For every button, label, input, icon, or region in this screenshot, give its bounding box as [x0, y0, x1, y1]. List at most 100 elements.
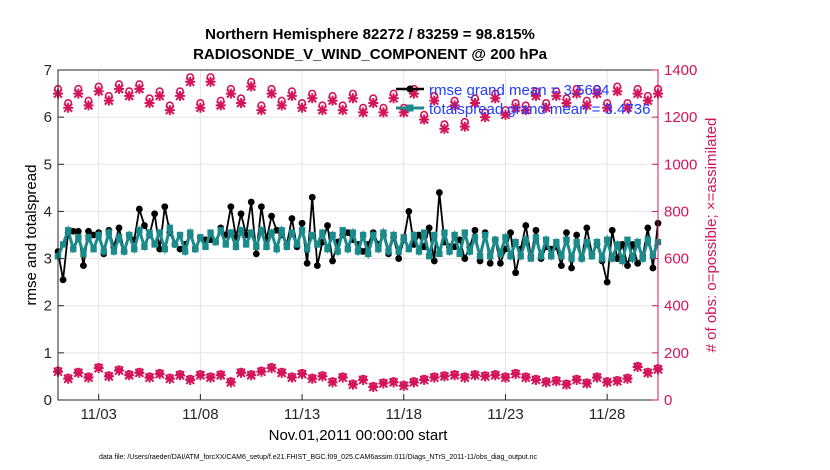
- obs-assimilated-marker: [490, 370, 501, 381]
- obs-assimilated-marker: [164, 105, 175, 116]
- spread-point: [70, 245, 77, 253]
- obs-assimilated-marker: [83, 372, 94, 383]
- spread-point: [634, 238, 641, 246]
- spread-point: [593, 238, 601, 246]
- rmse-point: [308, 193, 316, 201]
- spread-point: [390, 231, 397, 239]
- rmse-point: [644, 224, 652, 232]
- obs-assimilated-marker: [500, 109, 511, 120]
- spread-point: [629, 255, 636, 262]
- obs-assimilated-marker: [215, 370, 226, 381]
- spread-point: [268, 229, 275, 236]
- spread-point: [171, 241, 179, 248]
- rmse-point: [603, 278, 611, 286]
- rmse-point: [252, 250, 260, 258]
- y-left-tick-label: 3: [44, 251, 52, 268]
- obs-assimilated-marker: [480, 371, 491, 382]
- obs-assimilated-marker: [195, 102, 206, 113]
- obs-assimilated-marker: [134, 83, 145, 94]
- spread-point: [492, 236, 499, 243]
- obs-assimilated-marker: [408, 88, 419, 99]
- obs-assimilated-marker: [175, 90, 186, 101]
- obs-assimilated-marker: [83, 100, 94, 111]
- obs-assimilated-marker: [246, 370, 257, 381]
- spread-point: [446, 248, 453, 255]
- rmse-point: [486, 259, 494, 267]
- obs-assimilated-marker: [449, 100, 460, 111]
- rmse-point: [634, 259, 642, 267]
- obs-assimilated-marker: [419, 374, 430, 385]
- spread-point: [405, 245, 413, 253]
- obs-assimilated-marker: [429, 372, 440, 383]
- obs-assimilated-marker: [530, 374, 541, 385]
- spread-point: [410, 231, 418, 239]
- obs-assimilated-marker: [368, 382, 379, 393]
- spread-point: [176, 231, 184, 239]
- spread-point: [232, 243, 240, 250]
- spread-point: [385, 248, 392, 255]
- rmse-point: [80, 262, 87, 270]
- legend: rmse grand mean = 3.5684 totalspread gra…: [396, 82, 650, 118]
- obs-assimilated-marker: [469, 370, 480, 381]
- obs-assimilated-marker: [195, 370, 206, 381]
- obs-assimilated-marker: [388, 377, 399, 388]
- rmse-point: [90, 231, 97, 239]
- spread-point: [476, 253, 484, 260]
- spread-point: [588, 253, 596, 260]
- spread-point: [237, 227, 245, 234]
- obs-assimilated-marker: [510, 102, 521, 113]
- spread-point: [507, 253, 514, 260]
- obs-assimilated-marker: [205, 372, 216, 383]
- rmse-point: [115, 224, 123, 232]
- x-axis-label: Nov.01,2011 00:00:00 start: [269, 427, 449, 444]
- obs-assimilated-marker: [93, 86, 104, 97]
- obs-assimilated-marker: [388, 93, 399, 104]
- spread-point: [283, 243, 291, 250]
- rmse-point: [563, 229, 570, 237]
- y-right-tick-label: 600: [664, 251, 689, 268]
- rmse-point: [425, 224, 433, 232]
- spread-point: [563, 236, 570, 243]
- legend-rmse-label: rmse grand mean = 3.5684: [429, 82, 610, 99]
- obs-assimilated-marker: [398, 107, 409, 118]
- y-right-tick-label: 400: [664, 298, 689, 315]
- rmse-point: [613, 255, 621, 262]
- spread-point: [319, 229, 326, 236]
- spread-point: [568, 255, 575, 262]
- spread-point: [354, 248, 362, 255]
- obs-assimilated-marker: [124, 90, 135, 101]
- spread-point: [324, 245, 331, 253]
- spread-point: [181, 248, 189, 255]
- rmse-point: [395, 255, 403, 262]
- spread-point: [375, 245, 382, 253]
- obs-assimilated-marker: [378, 107, 389, 118]
- obs-assimilated-marker: [439, 371, 450, 382]
- obs-assimilated-marker: [73, 88, 84, 99]
- spread-point: [80, 250, 87, 258]
- obs-assimilated-marker: [256, 366, 267, 377]
- y-left-tick-label: 6: [44, 109, 52, 126]
- spread-point: [619, 257, 626, 265]
- spread-point: [136, 227, 143, 234]
- rmse-point: [430, 257, 438, 265]
- spread-point: [553, 238, 560, 246]
- y-left-tick-label: 7: [44, 62, 52, 79]
- rmse-point: [629, 241, 636, 248]
- spread-point: [497, 250, 504, 258]
- spread-point: [349, 229, 357, 236]
- obs-assimilated-marker: [256, 105, 267, 116]
- spread-point: [293, 241, 301, 248]
- rmse-point: [161, 203, 169, 211]
- obs-assimilated-marker: [459, 372, 470, 383]
- y-right-tick-label: 1200: [664, 109, 697, 126]
- rmse-point: [512, 269, 520, 277]
- spread-point: [502, 234, 509, 241]
- rmse-point: [313, 262, 321, 270]
- obs-assimilated-marker: [602, 377, 613, 388]
- obs-assimilated-marker: [358, 374, 369, 385]
- obs-assimilated-marker: [286, 372, 297, 383]
- y-right-tick-label: 0: [664, 392, 672, 409]
- spread-point: [415, 248, 423, 255]
- y-right-tick-label: 1000: [664, 156, 697, 173]
- spread-point: [151, 241, 158, 248]
